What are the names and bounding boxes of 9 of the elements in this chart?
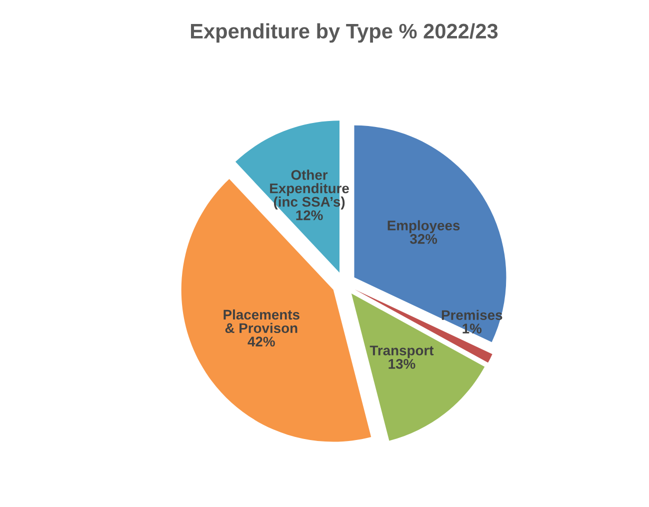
data-label: 32% [410, 234, 438, 244]
slice-label: Employees [388, 220, 460, 234]
data-label: 1% [462, 324, 482, 334]
slice-label: Transport [370, 346, 434, 358]
data-label: 13% [388, 359, 416, 369]
data-label: 42% [248, 336, 275, 346]
chart-title: Expenditure by Type % 2022/23 [190, 23, 498, 43]
slice-label: Placements & Provison [224, 309, 300, 334]
data-label: 12% [296, 210, 323, 220]
